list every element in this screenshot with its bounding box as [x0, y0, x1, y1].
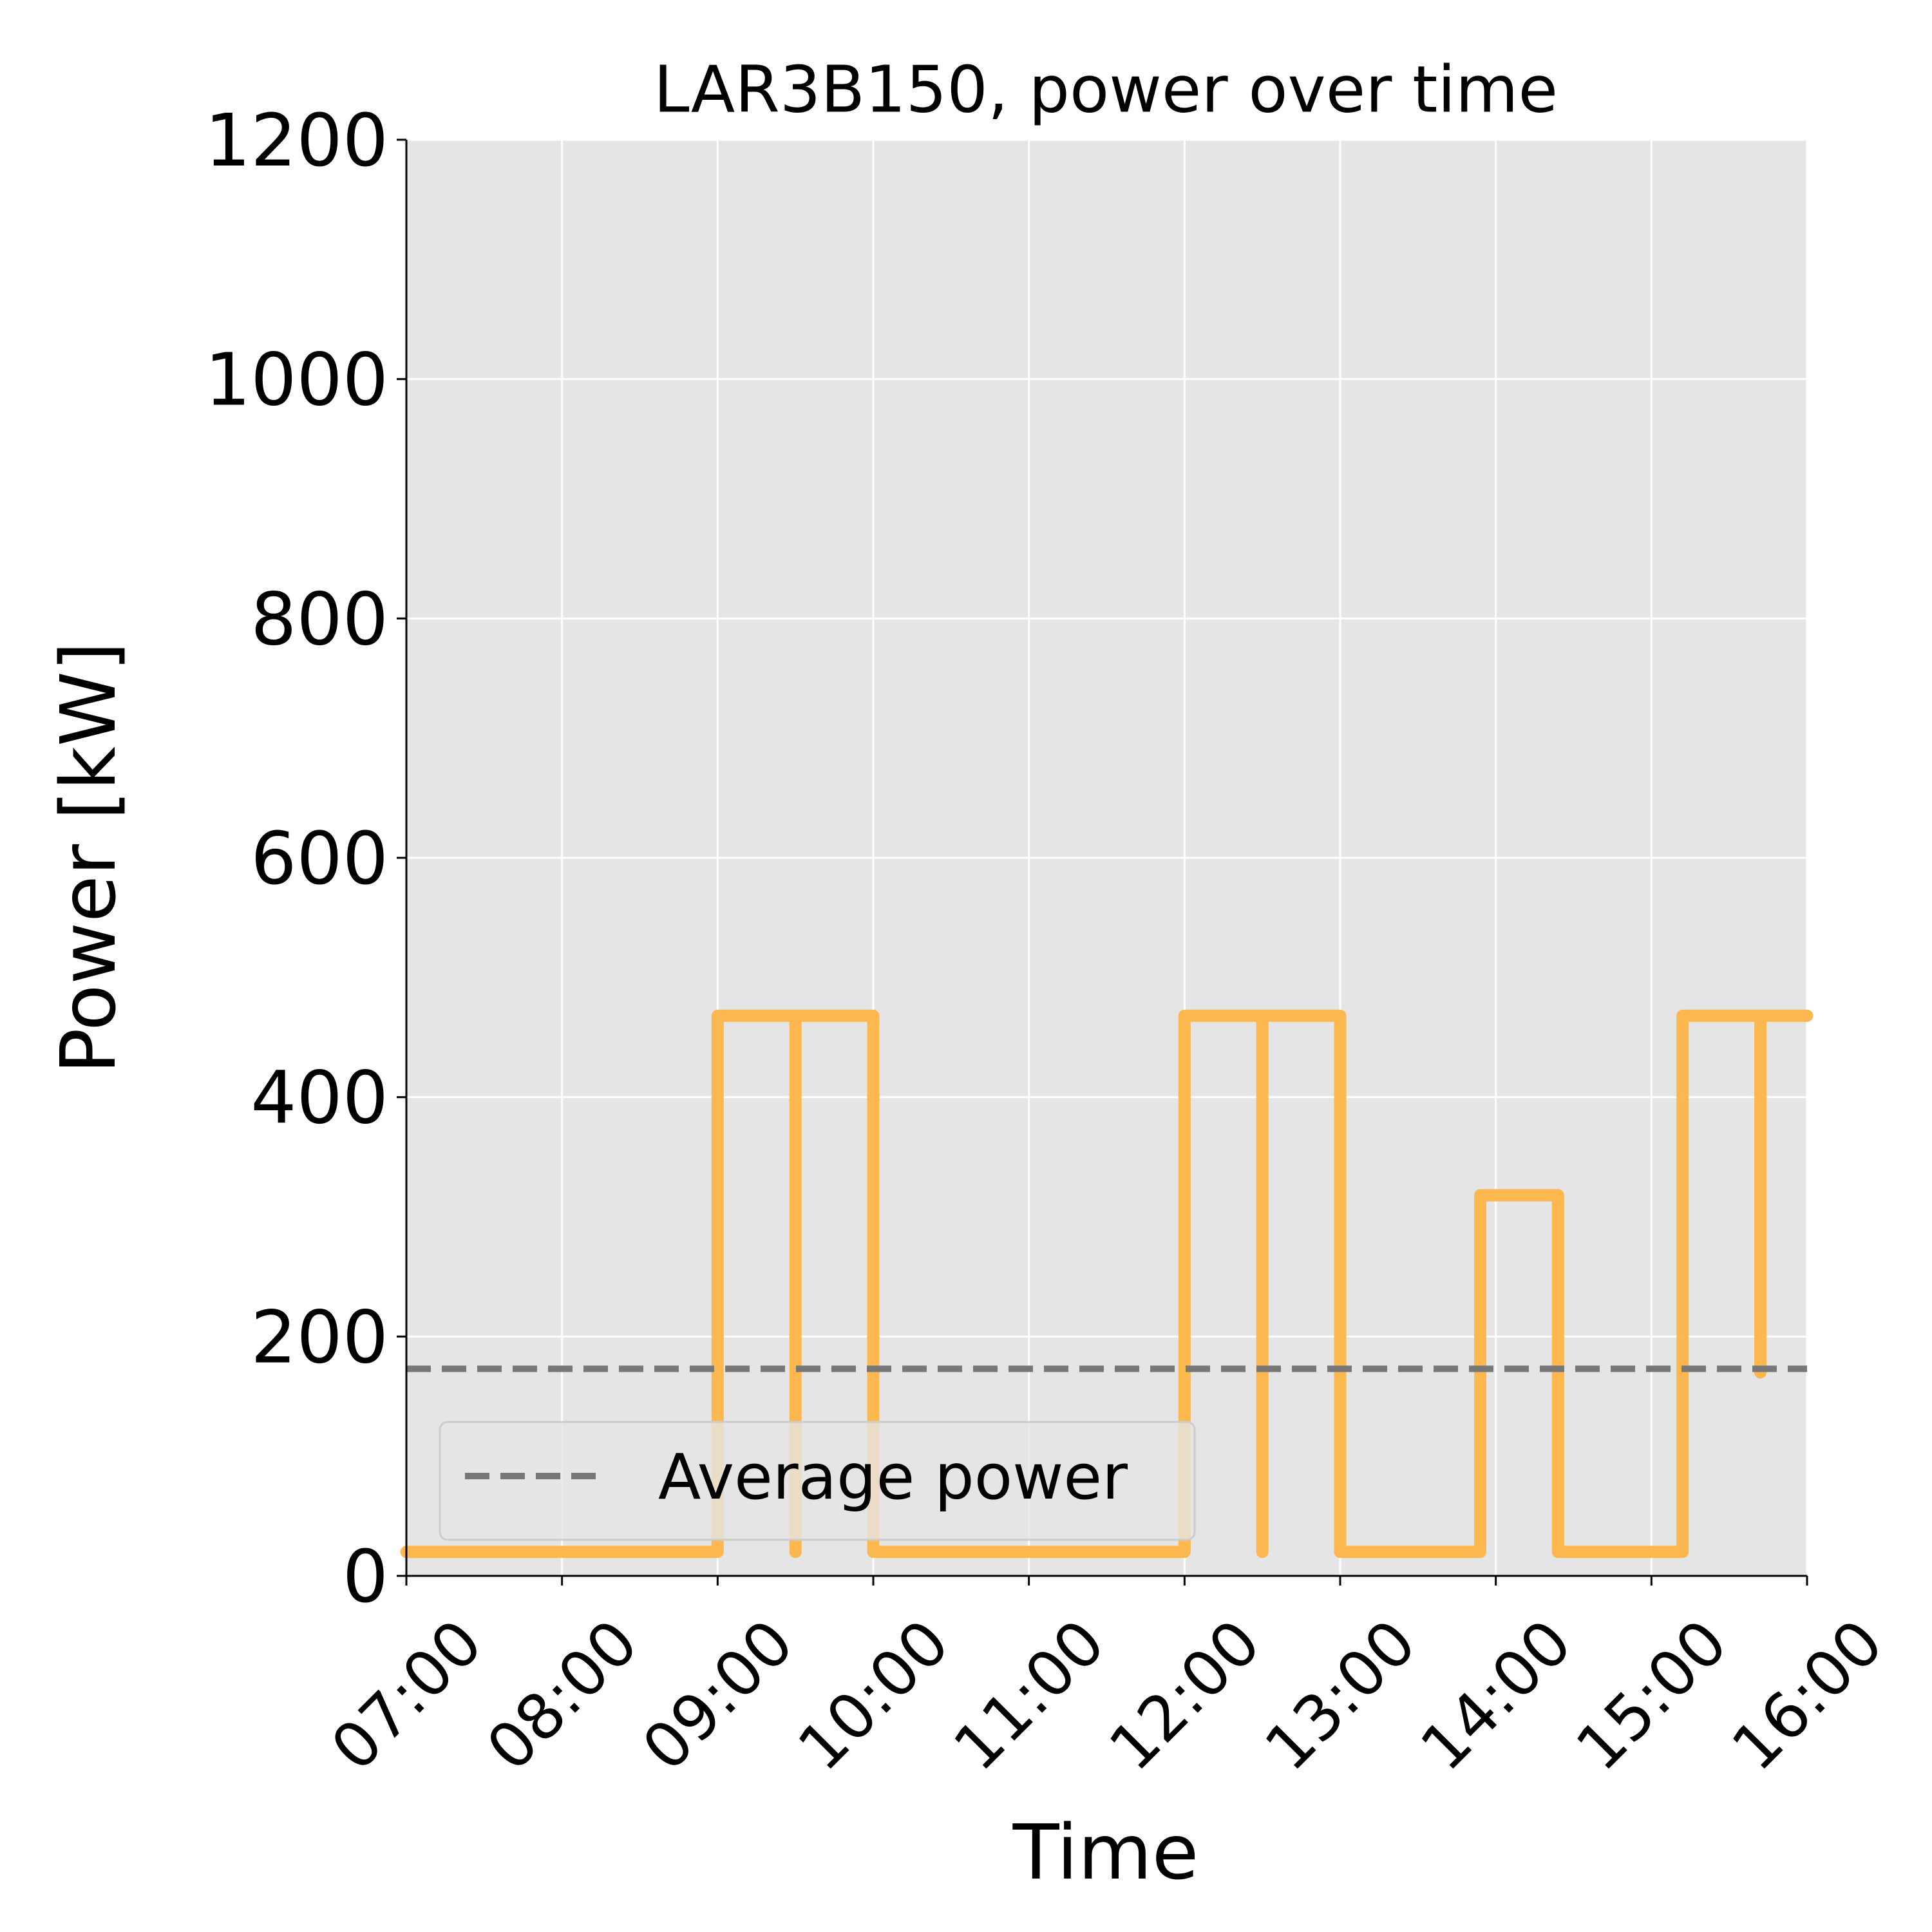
power-line — [400, 1009, 1814, 1558]
x-tick-label: 15:00 — [1562, 1606, 1741, 1785]
y-tick-label: 1000 — [205, 339, 388, 422]
x-tick-label: 14:00 — [1406, 1606, 1586, 1785]
x-tick-label: 08:00 — [473, 1606, 652, 1785]
chart-title: LAR3B150, power over time — [654, 52, 1558, 127]
x-tick-label: 11:00 — [940, 1606, 1119, 1785]
x-tick-label: 16:00 — [1718, 1606, 1897, 1785]
y-tick-label: 400 — [251, 1057, 388, 1141]
y-tick-label: 800 — [251, 578, 388, 661]
x-tick-label: 07:00 — [317, 1606, 497, 1785]
y-tick-label: 600 — [251, 817, 388, 901]
y-axis-label: Power [kW] — [44, 641, 133, 1074]
x-tick-label: 09:00 — [629, 1606, 808, 1785]
x-tick-label: 12:00 — [1095, 1606, 1274, 1785]
legend-label: Average power — [658, 1441, 1128, 1513]
y-tick-label: 200 — [251, 1296, 388, 1379]
x-tick-label: 13:00 — [1251, 1606, 1430, 1785]
legend-box — [439, 1421, 1196, 1541]
y-tick-label: 0 — [343, 1535, 388, 1619]
x-tick-label: 10:00 — [784, 1606, 963, 1785]
y-tick-label: 1200 — [205, 99, 388, 183]
legend: Average power — [439, 1421, 1196, 1541]
x-axis-label: Time — [1012, 1808, 1199, 1897]
